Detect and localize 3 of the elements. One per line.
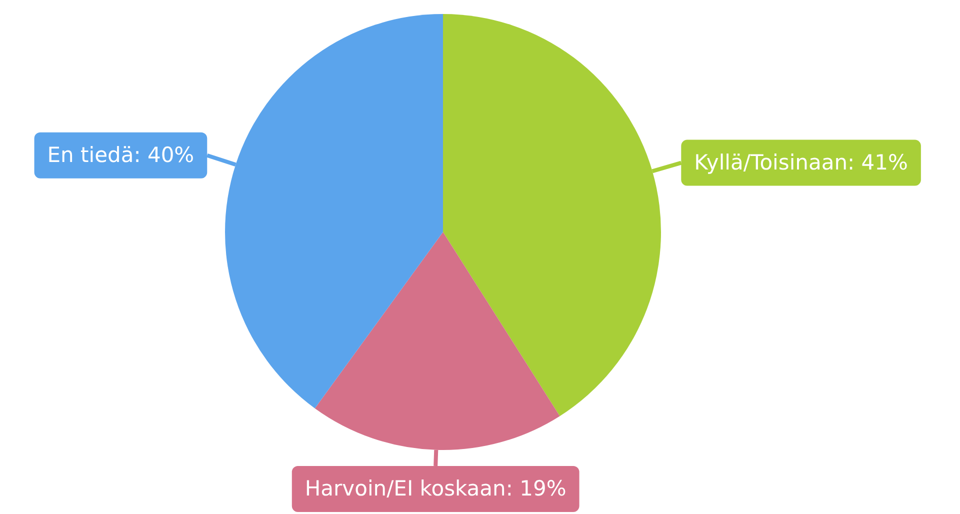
slice-label: En tiedä: 40% (47, 142, 194, 167)
slice-label: Harvoin/EI koskaan: 19% (304, 476, 566, 500)
slice-label: Kyllä/Toisinaan: 41% (694, 150, 908, 174)
